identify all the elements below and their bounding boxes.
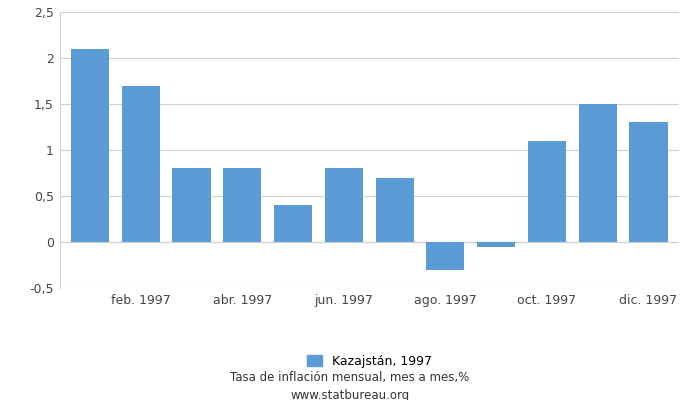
Bar xyxy=(528,141,566,242)
Bar xyxy=(629,122,668,242)
Text: Tasa de inflación mensual, mes a mes,%: Tasa de inflación mensual, mes a mes,% xyxy=(230,372,470,384)
Bar xyxy=(325,168,363,242)
Bar xyxy=(274,205,312,242)
Bar xyxy=(426,242,465,270)
Bar xyxy=(172,168,211,242)
Bar xyxy=(477,242,515,246)
Bar xyxy=(376,178,414,242)
Bar xyxy=(71,49,109,242)
Bar xyxy=(223,168,261,242)
Text: www.statbureau.org: www.statbureau.org xyxy=(290,390,410,400)
Bar xyxy=(122,86,160,242)
Bar xyxy=(579,104,617,242)
Legend: Kazajstán, 1997: Kazajstán, 1997 xyxy=(307,355,432,368)
